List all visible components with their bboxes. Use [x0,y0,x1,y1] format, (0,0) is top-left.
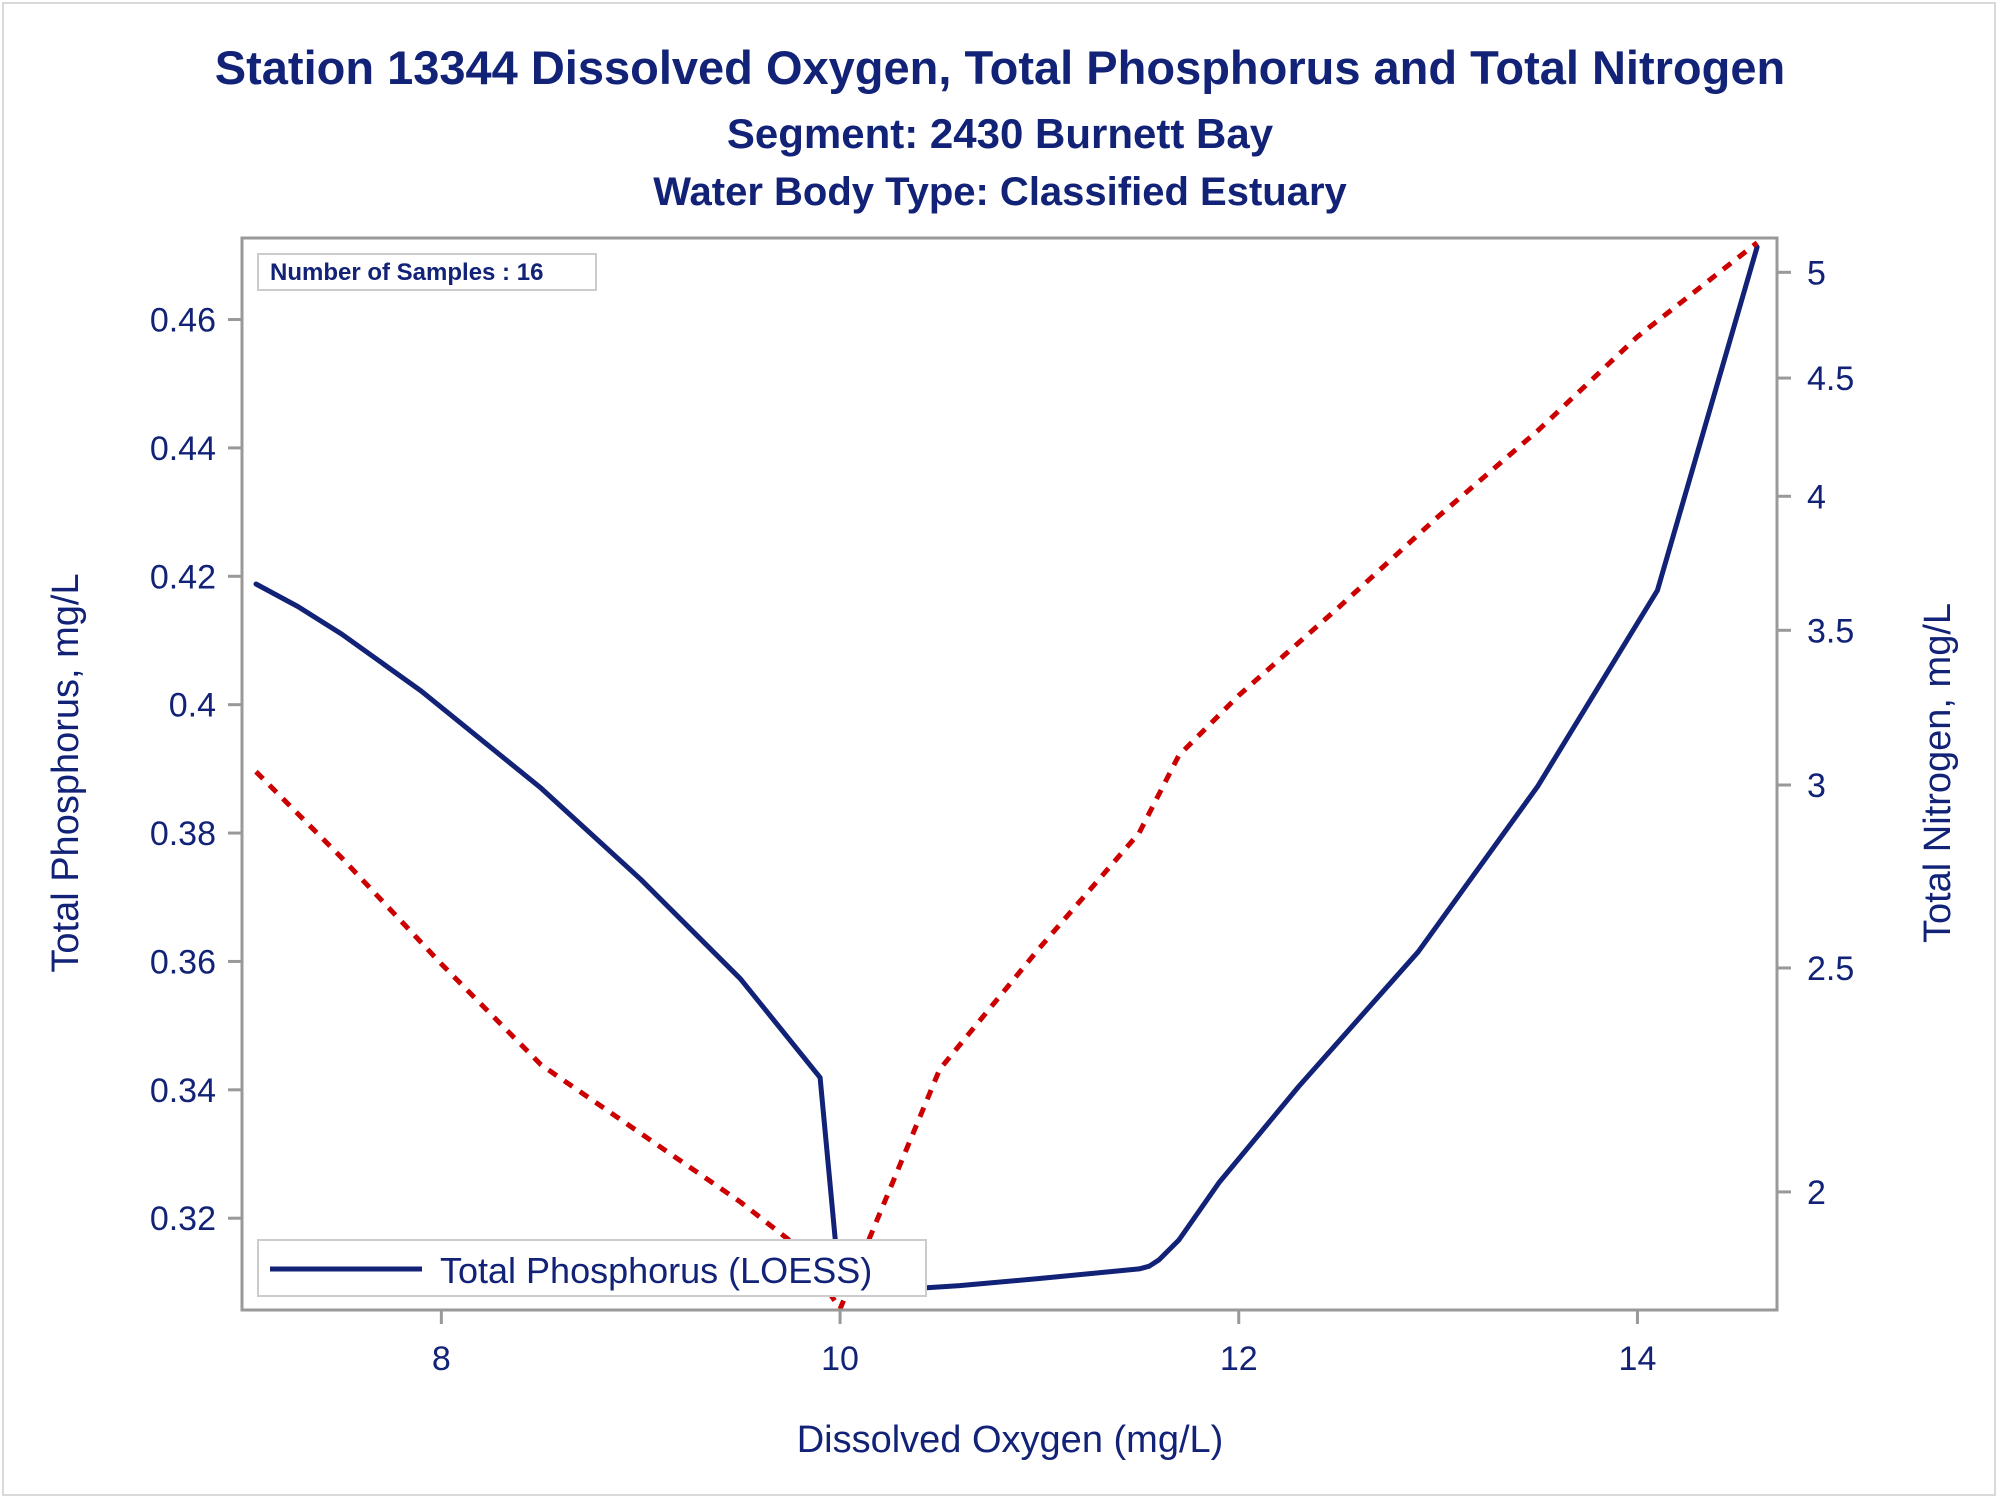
chart-subtitle: Segment: 2430 Burnett Bay [726,110,1274,157]
y-tick-label: 0.38 [150,815,216,853]
y-tick-label: 0.4 [169,687,216,725]
y-tick-label: 0.34 [150,1072,216,1110]
legend-label-phosphorus: Total Phosphorus (LOESS) [440,1250,872,1291]
y-tick-label: 0.42 [150,558,216,596]
y-tick-label: 0.44 [150,430,216,468]
y2-tick-label: 3 [1807,767,1826,805]
y-tick-label: 0.32 [150,1200,216,1238]
chart-title: Station 13344 Dissolved Oxygen, Total Ph… [214,41,1786,94]
series-layer [253,240,1760,1312]
y-tick-label: 0.36 [150,943,216,981]
x-axis-label: Dissolved Oxygen (mg/L) [797,1419,1224,1461]
y2-tick-label: 3.5 [1807,612,1854,650]
samples-inset-box [257,253,597,291]
y-axis-right: 2 2.5 3 3.5 4 4.5 5 [1777,254,1854,1212]
chart-subtitle-2: Water Body Type: Classified Estuary [653,170,1347,214]
x-tick-label: 10 [821,1340,859,1378]
y2-tick-label: 4.5 [1807,360,1854,398]
y2-tick-label: 5 [1807,254,1826,292]
y-axis-label: Total Phosphorus, mg/L [45,573,87,972]
samples-count-label: Number of Samples : 16 [270,259,543,286]
x-tick-label: 8 [432,1340,451,1378]
y-axis-left: 0.32 0.34 0.36 0.38 0.4 0.42 0.44 0.46 [150,302,242,1238]
y2-tick-label: 4 [1807,478,1826,516]
series-line-nitrogen [254,240,1759,1312]
y2-axis-label: Total Nitrogen, mg/L [1917,603,1959,943]
x-tick-label: 14 [1619,1340,1657,1378]
y-tick-label: 0.46 [150,302,216,340]
plot-area [240,236,1779,1312]
legend: Total Phosphorus (LOESS) [257,1239,927,1297]
y2-tick-label: 2 [1807,1174,1826,1212]
samples-inset: Number of Samples : 16 [257,253,597,291]
x-axis: 8 10 12 14 [432,1310,1656,1378]
x-tick-label: 12 [1220,1340,1258,1378]
y2-tick-label: 2.5 [1807,950,1854,988]
series-line-phosphorus [253,244,1760,1294]
